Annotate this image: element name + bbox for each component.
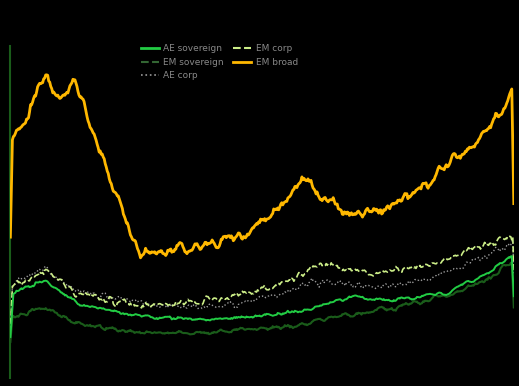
Legend: AE sovereign, EM sovereign, AE corp, EM corp, EM broad: AE sovereign, EM sovereign, AE corp, EM … [141, 44, 298, 80]
